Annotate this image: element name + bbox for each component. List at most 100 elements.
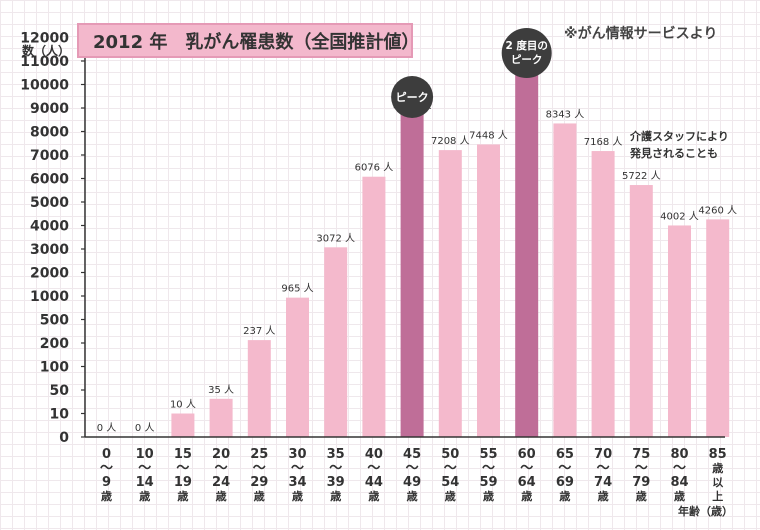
y-tick-label: 1000 [30,289,69,305]
y-tick-label: 100 [40,360,69,376]
x-tick-label: 59 [479,475,497,490]
value-label: 6076 人 [355,162,394,174]
source-note: ※がん情報サービスより [564,26,718,42]
x-tick-label: 54 [441,475,459,490]
x-tick-label: 85 [709,447,727,462]
x-tick-label: 歳 [101,489,112,503]
x-tick-label: 84 [670,475,688,490]
peak-badge-text: ピーク [396,91,429,104]
x-tick-label: 〜 [406,461,419,476]
bar [362,176,386,438]
x-tick-label: 14 [136,475,154,490]
value-label: 5722 人 [622,170,661,182]
chart-title: 2012 年 乳がん罹患数（全国推計値） [77,23,419,58]
x-tick-label: 79 [632,475,650,490]
bar [286,297,309,437]
value-label: 7168 人 [584,136,623,148]
bar [668,225,691,437]
x-tick-label: 歳 [292,489,303,503]
x-tick-label: 15 [174,447,192,462]
x-tick-label: 29 [250,475,268,490]
x-tick-label: 歳 [674,489,685,503]
x-tick-label: 歳 [483,489,494,503]
value-label: 35 人 [208,384,234,396]
y-axis-label: 数（人） [22,44,71,58]
x-tick-label: 歳 [521,489,532,503]
second-peak-badge [501,28,552,78]
second-peak-badge-text: ピーク [511,54,543,66]
x-tick-label: 〜 [138,461,151,476]
x-tick-label: 以 [712,476,723,489]
bars [171,67,730,438]
y-tick-label: 11000 [20,54,69,70]
y-tick-label: 7000 [30,148,69,164]
bar [553,123,577,437]
value-label: 10 人 [170,399,196,411]
x-tick-label: 歳 [407,489,418,503]
x-tick-label: 0 [102,447,111,462]
note-annotation: 介護スタッフにより 発見されることも [630,128,729,162]
y-tick-label: 50 [50,383,70,399]
x-tick-label: 69 [556,475,574,490]
note-line-1: 介護スタッフにより [630,130,729,143]
x-tick-label: 〜 [673,461,686,476]
y-tick-label: 4000 [30,219,69,235]
x-tick-label: 60 [518,447,536,462]
y-tick-label: 0 [59,430,69,446]
x-tick-label: 49 [403,475,421,490]
x-tick-label: 34 [288,475,306,490]
x-tick-label: 歳 [559,489,570,503]
y-tick-label: 6000 [30,172,69,188]
value-label: 4002 人 [660,210,699,222]
x-tick-label: 55 [479,447,497,462]
y-tick-label: 9000 [30,101,69,117]
x-axis-label: 年齢（歳） [678,505,733,518]
bar [400,114,424,437]
x-tick-label: 〜 [482,461,495,476]
y-tick-label: 2000 [30,266,69,282]
bar [515,67,539,437]
x-tick-label: 〜 [597,461,610,476]
x-tick-label: 上 [712,489,723,503]
x-tick-label: 歳 [368,489,379,503]
value-label: 7208 人 [431,135,470,147]
x-tick-label: 歳 [636,489,647,503]
x-tick-label: 〜 [444,461,457,476]
y-tick-label: 8000 [30,125,69,141]
bar [706,219,730,437]
axes [84,37,725,438]
bar [247,340,271,437]
value-label: 7448 人 [469,129,508,141]
x-tick-label: 19 [174,475,192,490]
bar [477,144,500,438]
x-tick-label: 74 [594,475,612,490]
x-tick-label: 40 [365,447,383,462]
bar [591,151,615,437]
x-tick-label: 30 [288,447,306,462]
value-label: 0 人 [97,422,117,434]
x-tick-label: 〜 [100,461,113,476]
x-tick-label: 〜 [253,461,266,476]
x-tick-label: 歳 [712,461,723,475]
x-tick-label: 10 [136,447,154,462]
y-tick-label: 12000 [20,31,69,47]
x-tick-label: 〜 [367,461,380,476]
x-tick-label: 20 [212,447,230,462]
bar [438,150,462,437]
second-peak-badge-text: 2 度目の [505,39,547,52]
y-tick-label: 500 [40,313,69,329]
x-tick-label: 〜 [558,461,571,476]
value-label: 965 人 [281,283,313,295]
note-line-2: 発見されることも [630,147,718,160]
y-tick-label: 10000 [20,78,69,94]
x-tick-label: 歳 [445,489,456,503]
value-label: 3072 人 [316,232,355,244]
value-label: 4260 人 [698,204,737,216]
x-tick-label: 80 [670,447,688,462]
x-tick-label: 25 [250,447,268,462]
x-tick-label: 〜 [635,461,648,476]
x-tick-label: 9 [102,475,111,490]
x-tick-label: 歳 [598,489,609,503]
